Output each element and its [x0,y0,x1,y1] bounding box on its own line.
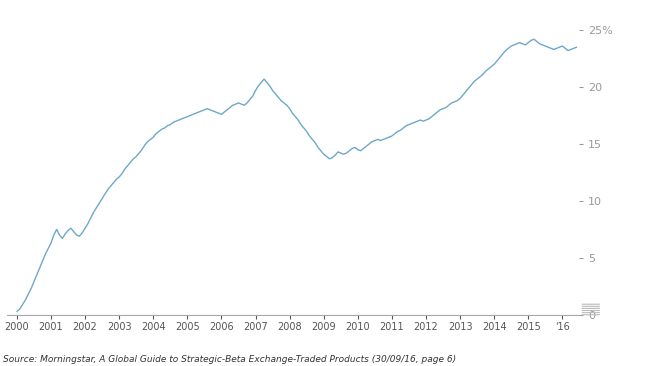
Text: Source: Morningstar, A Global Guide to Strategic-Beta Exchange-Traded Products (: Source: Morningstar, A Global Guide to S… [3,355,456,364]
